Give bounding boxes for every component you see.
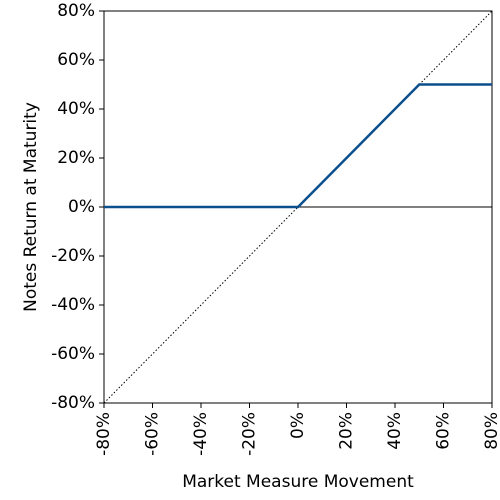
x-tick-label: 40% [385,412,405,450]
y-tick-label: 40% [57,99,95,119]
x-tick-label: -80% [94,412,114,456]
x-tick-label: -60% [143,412,163,456]
payoff-line [104,83,492,209]
x-tick-label: -40% [191,412,211,456]
x-axis-label: Market Measure Movement [182,472,414,492]
x-tick-label: 80% [482,412,500,450]
reference-line [103,10,493,404]
x-tick-label: 0% [288,412,308,439]
y-tick-label: -80% [51,393,95,413]
x-tick-label: 20% [337,412,357,450]
y-axis-label: Notes Return at Maturity [21,102,41,312]
y-tick-label: -20% [51,246,95,266]
y-tick-label: 60% [57,50,95,70]
x-tick-label: -20% [240,412,260,456]
y-tick-label: 0% [68,197,95,217]
y-tick-label: 80% [57,1,95,21]
y-tick-label: -40% [51,295,95,315]
y-tick-label: -60% [51,344,95,364]
y-tick-label: 20% [57,148,95,168]
x-tick-label: 60% [434,412,454,450]
